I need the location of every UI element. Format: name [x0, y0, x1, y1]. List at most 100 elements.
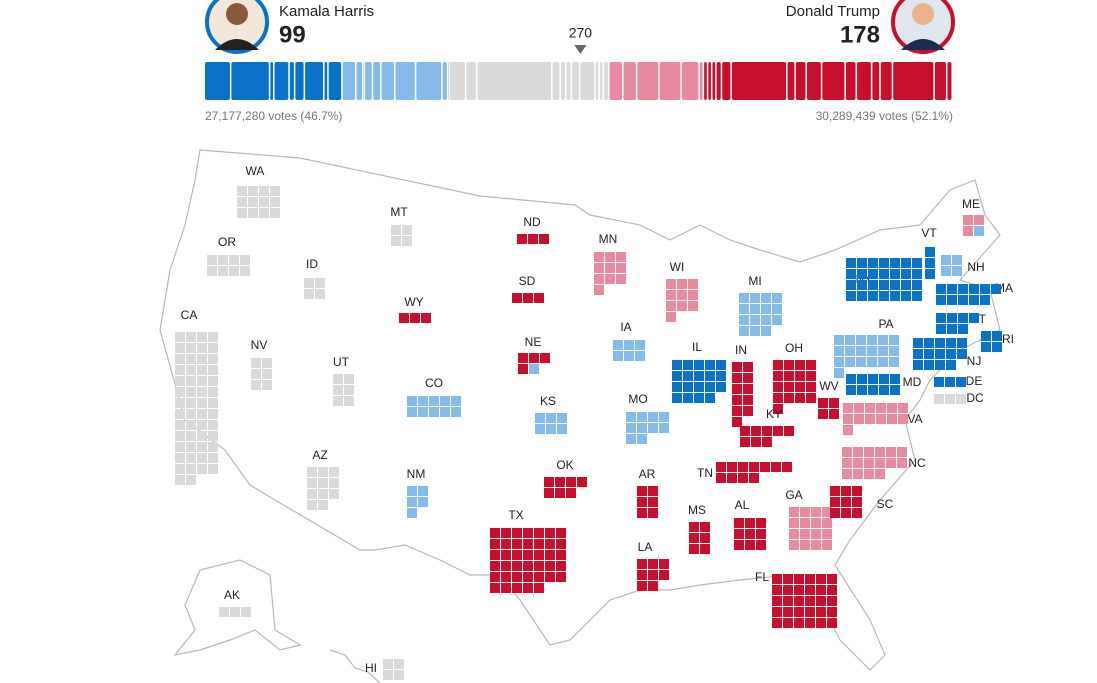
ev-square — [555, 477, 565, 487]
ev-square — [957, 338, 967, 348]
ev-square — [898, 403, 908, 413]
state-electoral-votes — [963, 215, 984, 236]
state-electoral-votes — [934, 377, 966, 387]
ev-square — [523, 550, 533, 560]
state-electoral-votes — [732, 362, 753, 427]
ev-square — [732, 362, 742, 372]
state-electoral-votes — [544, 477, 587, 498]
ev-square — [577, 477, 587, 487]
ev-square — [773, 426, 783, 436]
ev-square — [853, 447, 863, 457]
ev-square — [761, 293, 771, 303]
ev-square — [637, 570, 647, 580]
ev-square — [843, 414, 853, 424]
ev-square — [732, 417, 742, 427]
ev-square — [648, 570, 658, 580]
ev-square — [186, 376, 196, 386]
ev-square — [980, 295, 990, 305]
ev-square — [743, 395, 753, 405]
bar-segment — [466, 62, 477, 100]
ev-square — [890, 385, 900, 395]
ev-square — [811, 518, 821, 528]
ev-square — [501, 528, 511, 538]
ev-square — [879, 258, 889, 268]
ev-square — [890, 291, 900, 301]
ev-square — [805, 607, 815, 617]
ev-square — [822, 507, 832, 517]
ev-square — [750, 293, 760, 303]
state-label: IN — [735, 343, 747, 357]
ev-square — [925, 258, 935, 268]
bar-segment — [381, 62, 394, 100]
ev-square — [318, 478, 328, 488]
ev-square — [197, 464, 207, 474]
ev-square — [761, 304, 771, 314]
ev-square — [969, 295, 979, 305]
ev-square — [834, 357, 844, 367]
ev-square — [546, 424, 556, 434]
state-label: IA — [620, 320, 631, 334]
state-electoral-votes — [941, 255, 962, 276]
ev-square — [208, 409, 218, 419]
ev-square — [421, 313, 431, 323]
ev-square — [517, 234, 527, 244]
ev-square — [605, 263, 615, 273]
ev-square — [566, 477, 576, 487]
state-electoral-votes — [818, 398, 839, 419]
ev-square — [783, 618, 793, 628]
ev-square — [512, 528, 522, 538]
ev-square — [626, 412, 636, 422]
bar-segment — [552, 62, 560, 100]
ev-square — [218, 255, 228, 265]
ev-square — [841, 497, 851, 507]
ev-square — [490, 539, 500, 549]
ev-square — [208, 453, 218, 463]
ev-square — [556, 550, 566, 560]
ev-square — [659, 423, 669, 433]
ev-square — [897, 458, 907, 468]
ev-square — [197, 365, 207, 375]
state-label: WY — [404, 295, 423, 309]
state-label: IL — [692, 340, 702, 354]
ev-square — [700, 533, 710, 543]
ev-square — [890, 374, 900, 384]
bar-segment — [681, 62, 699, 100]
ev-square — [963, 215, 973, 225]
ev-square — [307, 467, 317, 477]
ev-square — [868, 269, 878, 279]
state-label: ME — [962, 197, 980, 211]
bar-segment — [722, 62, 731, 100]
ev-square — [864, 458, 874, 468]
state-label: ID — [306, 257, 318, 271]
bar-segment — [604, 62, 609, 100]
ev-square — [186, 343, 196, 353]
ev-square — [175, 343, 185, 353]
ev-square — [784, 360, 794, 370]
ev-square — [237, 197, 247, 207]
ev-square — [534, 528, 544, 538]
ev-square — [175, 475, 185, 485]
bar-segment — [442, 62, 447, 100]
ev-square — [229, 255, 239, 265]
ev-square — [616, 274, 626, 284]
ev-square — [816, 607, 826, 617]
ev-square — [773, 360, 783, 370]
ev-square — [666, 279, 676, 289]
ev-square — [843, 425, 853, 435]
state-electoral-votes — [307, 467, 339, 510]
ev-square — [827, 618, 837, 628]
ev-square — [391, 225, 401, 235]
ev-square — [936, 313, 946, 323]
ev-square — [186, 354, 196, 364]
ev-square — [197, 354, 207, 364]
ev-square — [868, 374, 878, 384]
ev-square — [318, 489, 328, 499]
ev-square — [677, 279, 687, 289]
ev-square — [745, 529, 755, 539]
bar-segment — [364, 62, 372, 100]
ev-square — [518, 364, 528, 374]
state-label: MN — [599, 232, 618, 246]
ev-square — [616, 252, 626, 262]
state-label: OR — [218, 235, 236, 249]
ev-square — [523, 561, 533, 571]
